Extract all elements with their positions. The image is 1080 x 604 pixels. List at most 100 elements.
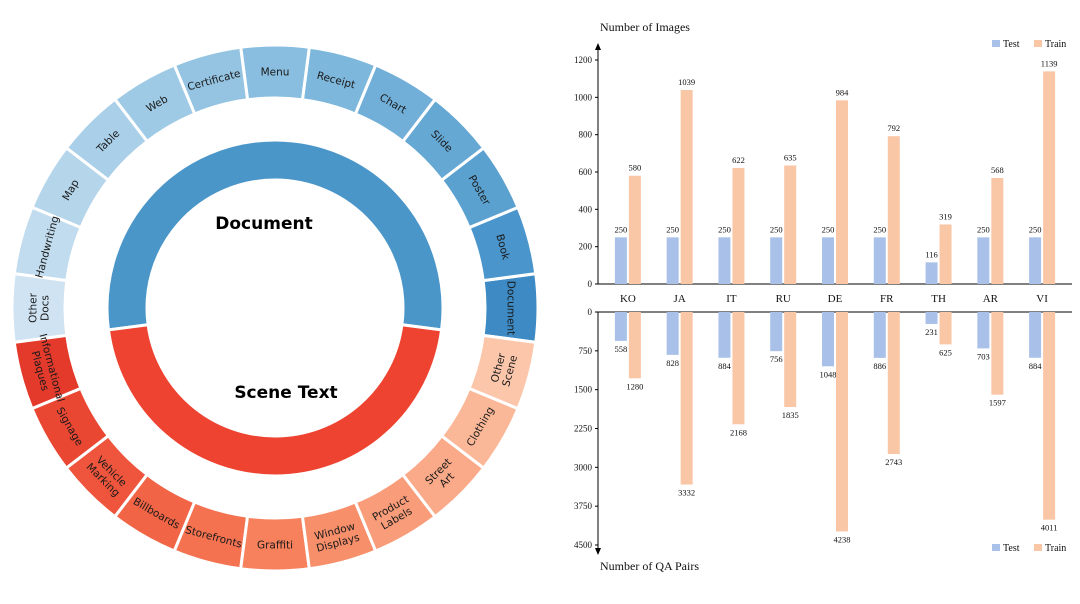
top-bar-label-test-ru: 250: [770, 224, 783, 234]
bottom-bar-test-ko: [614, 312, 627, 341]
bottom-bar-label-train-ru: 1835: [782, 410, 799, 420]
bottom-bar-train-ja: [680, 312, 693, 485]
top-bar-test-it: [718, 237, 731, 284]
bottom-bar-label-test-ja: 828: [666, 358, 679, 368]
top-bar-label-test-de: 250: [822, 224, 835, 234]
bottom-bar-train-fr: [887, 312, 900, 455]
outer-segment-storefronts: [172, 500, 250, 571]
bottom-bar-label-train-fr: 2743: [885, 457, 902, 467]
top-bar-train-th: [939, 224, 952, 284]
x-category-label-fr: FR: [880, 293, 894, 305]
inner-ring: [105, 138, 445, 478]
sunburst-chart: DocumentBookPosterSlideChartReceiptMenuC…: [10, 43, 540, 573]
bottom-y-tick-label: 750: [579, 346, 593, 356]
outer-segment-product-labels: [353, 472, 438, 553]
bottom-y-tick-label: 3000: [574, 462, 593, 472]
top-bar-test-ja: [666, 237, 679, 284]
bottom-bar-test-vi: [1029, 312, 1042, 358]
bars: 250 250 250 250 250 250 116 250 250 580 1039 622 635…: [615, 58, 1058, 544]
top-bar-train-ko: [628, 175, 641, 284]
bottom-bar-label-test-it: 884: [718, 361, 732, 371]
outer-segment-informational-plaques: [12, 333, 83, 411]
outer-segment-receipt: [300, 45, 378, 116]
top-bar-test-ru: [770, 237, 783, 284]
bottom-legend-swatch-train: [1034, 544, 1042, 551]
top-bar-train-vi: [1043, 71, 1056, 285]
bottom-bar-train-ar: [991, 312, 1004, 395]
outer-segment-signage: [30, 386, 111, 471]
top-y-tick-label: 200: [579, 242, 593, 252]
top-bar-label-train-th: 319: [939, 211, 952, 221]
top-bar-label-test-th: 116: [925, 249, 937, 259]
top-y-tick-label: 400: [579, 204, 593, 214]
bottom-legend-label-train: Train: [1045, 543, 1066, 554]
top-bar-train-it: [732, 167, 745, 284]
outer-segment-vehicle-marking: [64, 433, 150, 519]
outer-ring: [10, 43, 540, 573]
bottom-bar-train-ru: [784, 312, 797, 408]
bottom-bar-test-fr: [873, 312, 886, 358]
outer-label-menu: Menu: [261, 67, 290, 79]
outer-segment-poster: [439, 145, 520, 230]
top-bar-test-de: [822, 237, 834, 284]
x-category-label-ru: RU: [776, 293, 791, 305]
outer-segment-street-art: [400, 433, 486, 519]
top-y-axis-arrow: [595, 43, 601, 50]
top-bar-label-test-fr: 250: [873, 224, 886, 234]
bottom-bar-label-test-fr: 886: [873, 361, 886, 371]
bottom-bar-label-train-it: 2168: [730, 427, 747, 437]
top-y-tick-label: 1000: [574, 92, 593, 102]
outer-segment-other-docs: [10, 271, 69, 345]
bottom-bar-label-train-ja: 3332: [678, 488, 695, 498]
top-bar-label-train-vi: 1139: [1041, 58, 1058, 68]
bottom-bar-label-test-ko: 558: [615, 344, 628, 354]
x-category-label-it: IT: [726, 293, 737, 305]
bottom-bar-label-test-ru: 756: [770, 354, 783, 364]
top-bar-label-test-ko: 250: [615, 224, 628, 234]
x-category-label-ar: AR: [983, 293, 999, 305]
outer-label-graffiti: Graffiti: [257, 540, 293, 552]
outer-segment-window-displays: [300, 500, 378, 571]
x-category-label-th: TH: [931, 293, 946, 305]
top-bar-test-th: [925, 262, 938, 284]
top-bar-label-test-vi: 250: [1029, 224, 1042, 234]
bottom-bar-test-it: [718, 312, 731, 358]
bottom-bar-train-ko: [628, 312, 641, 379]
top-legend-swatch-test: [992, 40, 1000, 47]
outer-label-other-docs: OtherDocs: [28, 292, 52, 322]
top-bar-train-ru: [784, 165, 797, 284]
top-bar-label-train-ko: 580: [629, 163, 642, 173]
top-bar-test-vi: [1029, 237, 1042, 284]
x-category-label-ja: JA: [674, 293, 686, 305]
bottom-y-tick-label: 1500: [574, 385, 593, 395]
bottom-bar-train-th: [939, 312, 952, 345]
bottom-bar-label-test-de: 1048: [820, 369, 837, 379]
outer-segment-slide: [400, 97, 486, 183]
top-bar-label-train-it: 622: [732, 155, 745, 165]
bottom-bar-label-train-de: 4238: [834, 534, 851, 544]
top-bar-train-ja: [680, 90, 693, 284]
bottom-y-tick-label: 0: [588, 307, 593, 317]
bottom-y-tick-label: 4500: [574, 540, 593, 550]
top-y-tick-label: 600: [579, 167, 593, 177]
bottom-bar-test-de: [822, 312, 834, 367]
bottom-bar-test-ja: [666, 312, 679, 355]
legends: Test Train Test Train: [992, 39, 1066, 554]
top-bar-label-train-de: 984: [836, 87, 850, 97]
bottom-bar-label-train-vi: 4011: [1041, 523, 1058, 533]
bottom-y-axis-title: Number of QA Pairs: [600, 559, 699, 573]
bottom-bar-label-train-ko: 1280: [626, 381, 643, 391]
outer-segment-chart: [353, 63, 438, 144]
top-bar-label-train-ja: 1039: [678, 77, 695, 87]
bottom-bar-label-train-th: 625: [939, 347, 952, 357]
bottom-bar-test-th: [925, 312, 938, 324]
top-bar-train-ar: [991, 177, 1004, 284]
outer-segment-menu: [238, 43, 312, 102]
outer-segment-handwriting: [12, 205, 83, 283]
inner-segment-scene-text: [106, 323, 444, 478]
top-legend-label-test: Test: [1003, 39, 1020, 50]
outer-segment-certificate: [172, 45, 250, 116]
outer-segment-graffiti: [238, 514, 312, 573]
x-category-label-de: DE: [828, 293, 843, 305]
top-bar-label-train-ar: 568: [991, 165, 1004, 175]
